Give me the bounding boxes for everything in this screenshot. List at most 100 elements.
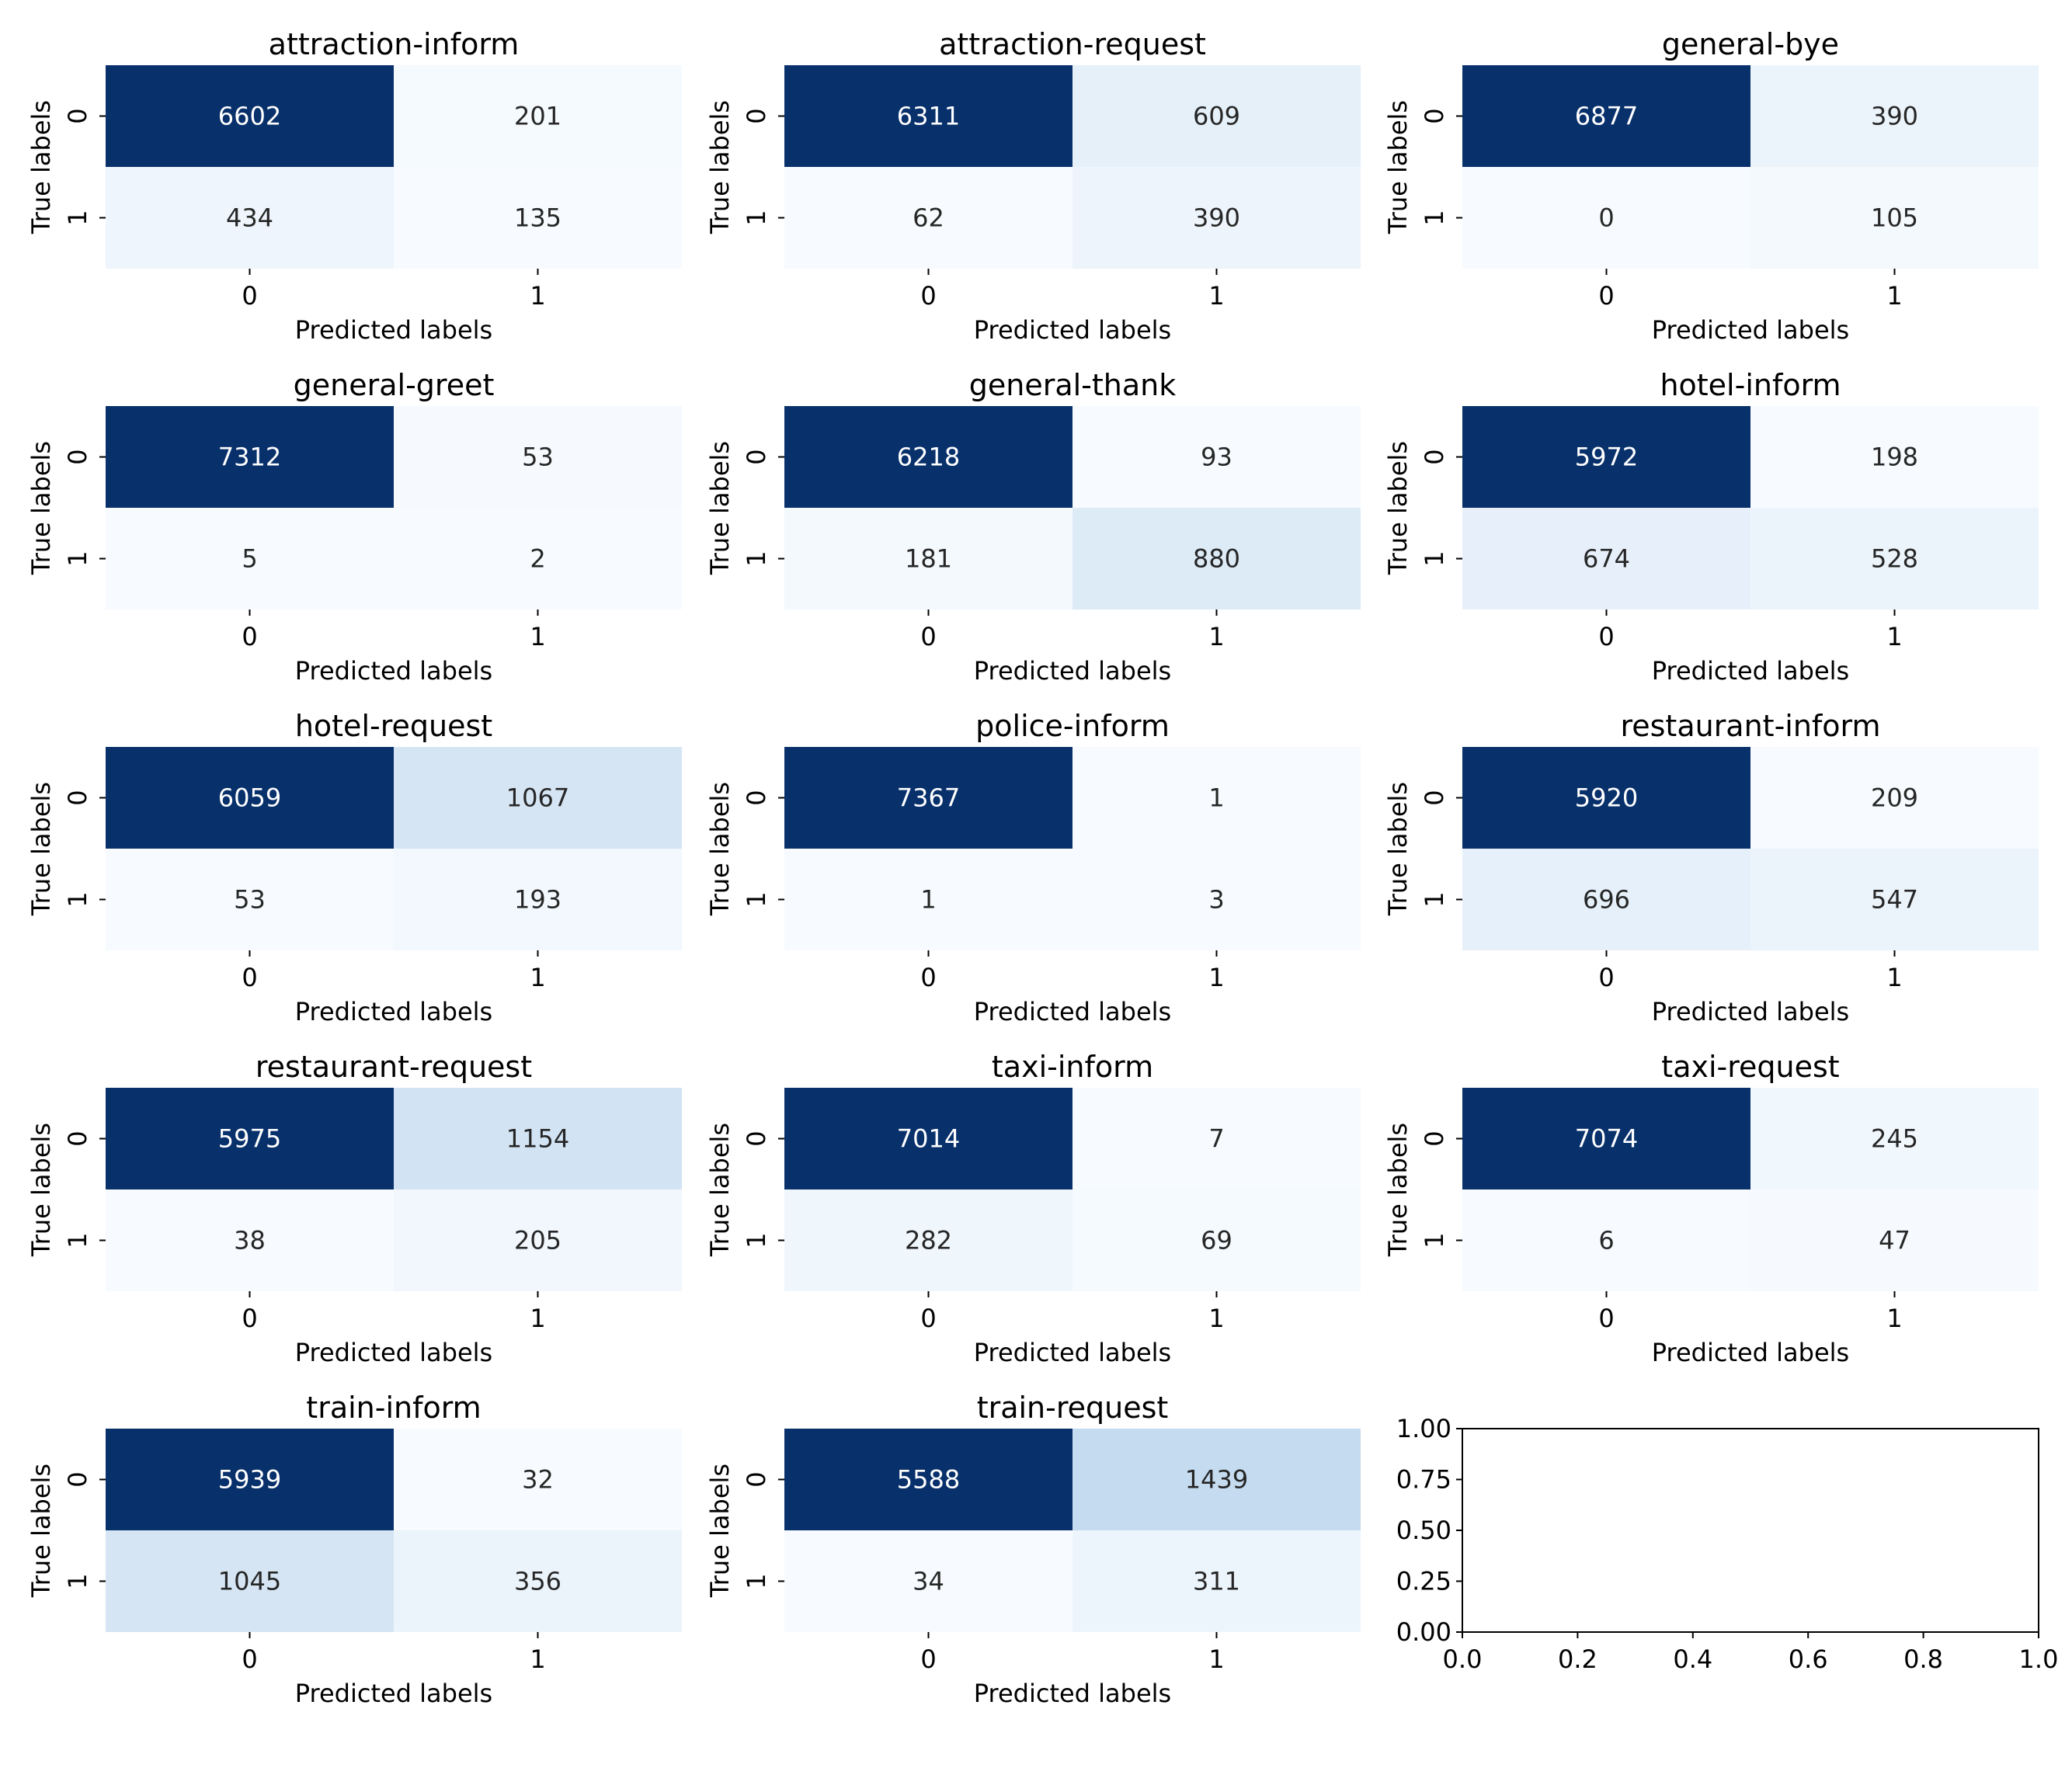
panel-title: train-request bbox=[977, 1391, 1169, 1425]
y-tick-label: 0 bbox=[742, 449, 771, 464]
x-tick-label: 0 bbox=[242, 1644, 257, 1674]
y-tick-label: 0 bbox=[742, 1471, 771, 1487]
heatmap-cell bbox=[106, 65, 394, 167]
heatmap-cell bbox=[394, 406, 682, 508]
heatmap-cell bbox=[784, 849, 1073, 950]
heatmap-cell bbox=[1073, 167, 1361, 269]
confusion-matrix-panel: hotel-inform 5972 198 674 528 0 1 Predicted lab… bbox=[1383, 368, 2039, 686]
x-tick-label: 1 bbox=[1208, 281, 1224, 311]
y-axis-label: True labels bbox=[705, 100, 735, 234]
cell-value-label: 0 bbox=[1598, 203, 1614, 233]
heatmap-cell bbox=[784, 1088, 1073, 1189]
heatmap-cell bbox=[1750, 406, 2039, 508]
y-tick-label: 1 bbox=[742, 210, 771, 225]
x-axis-label: Predicted labels bbox=[1652, 997, 1849, 1026]
cell-value-label: 181 bbox=[905, 544, 952, 574]
cell-value-label: 135 bbox=[514, 203, 561, 233]
x-tick-label: 0.0 bbox=[1443, 1644, 1483, 1674]
cell-value-label: 1439 bbox=[1185, 1465, 1248, 1495]
confusion-matrix-panel: general-thank 6218 93 181 880 0 1 Predicted lab… bbox=[705, 368, 1361, 686]
y-axis-label: True labels bbox=[705, 1123, 735, 1257]
y-tick-label: 1 bbox=[1420, 550, 1449, 566]
cell-value-label: 93 bbox=[1201, 443, 1232, 472]
cell-value-label: 7367 bbox=[897, 783, 960, 813]
y-tick-label: 1 bbox=[742, 550, 771, 566]
heatmap-cell bbox=[394, 1088, 682, 1189]
cell-value-label: 198 bbox=[1871, 443, 1918, 472]
x-tick-label: 0 bbox=[920, 1644, 936, 1674]
heatmap-cell bbox=[106, 508, 394, 609]
y-axis-label: True labels bbox=[26, 1464, 56, 1598]
y-tick-label: 1 bbox=[63, 550, 92, 566]
x-axis-label: Predicted labels bbox=[295, 997, 492, 1026]
heatmap-cell bbox=[1750, 65, 2039, 167]
heatmap-cell bbox=[394, 167, 682, 269]
cell-value-label: 32 bbox=[522, 1465, 554, 1495]
panel-title: police-inform bbox=[975, 709, 1170, 743]
x-axis-label: Predicted labels bbox=[295, 1679, 492, 1708]
x-axis-label: Predicted labels bbox=[295, 315, 492, 345]
cell-value-label: 609 bbox=[1193, 102, 1240, 131]
y-tick-label: 0 bbox=[1420, 108, 1449, 123]
cell-value-label: 53 bbox=[234, 885, 266, 915]
confusion-matrix-panel: restaurant-request 5975 1154 38 205 0 1 Predict… bbox=[26, 1050, 682, 1367]
y-axis-label: True labels bbox=[26, 1123, 56, 1257]
cell-value-label: 434 bbox=[226, 203, 273, 233]
y-axis-label: True labels bbox=[1383, 100, 1413, 234]
x-tick-label: 1 bbox=[1208, 963, 1224, 992]
x-tick-label: 0 bbox=[242, 963, 257, 992]
empty-axes-panel: 0.0 0.2 0.4 0.6 0.8 1.0 0.00 0.25 0.50 0.75 1.00 bbox=[1396, 1414, 2059, 1674]
x-tick-label: 1 bbox=[1208, 1644, 1224, 1674]
x-tick-label: 1 bbox=[1886, 281, 1902, 311]
heatmap-cell bbox=[1462, 65, 1750, 167]
y-tick-label: 1 bbox=[63, 1232, 92, 1248]
y-tick-label: 0 bbox=[63, 108, 92, 123]
heatmap-cell bbox=[1750, 849, 2039, 950]
y-tick-label: 0 bbox=[1420, 790, 1449, 805]
y-tick-label: 1 bbox=[742, 1573, 771, 1589]
cell-value-label: 5972 bbox=[1575, 443, 1638, 472]
y-axis-label: True labels bbox=[705, 441, 735, 575]
cell-value-label: 7074 bbox=[1575, 1124, 1638, 1154]
cell-value-label: 1045 bbox=[218, 1567, 281, 1596]
y-tick-label: 0 bbox=[63, 1471, 92, 1487]
y-tick-label: 1.00 bbox=[1396, 1414, 1451, 1443]
cell-value-label: 5 bbox=[242, 544, 257, 574]
x-tick-label: 1 bbox=[1886, 963, 1902, 992]
heatmap-cell bbox=[1462, 1189, 1750, 1291]
cell-value-label: 528 bbox=[1871, 544, 1918, 574]
y-tick-label: 1 bbox=[63, 1573, 92, 1589]
cell-value-label: 6059 bbox=[218, 783, 281, 813]
confusion-matrix-panel: attraction-request 6311 609 62 390 0 1 Predicte… bbox=[705, 27, 1361, 345]
heatmap-cell bbox=[1750, 1189, 2039, 1291]
heatmap-cell bbox=[106, 849, 394, 950]
cell-value-label: 6602 bbox=[218, 102, 281, 131]
heatmap-cell bbox=[106, 1189, 394, 1291]
panel-title: taxi-inform bbox=[992, 1050, 1153, 1084]
y-tick-label: 0 bbox=[742, 1130, 771, 1146]
cell-value-label: 53 bbox=[522, 443, 554, 472]
panel-title: general-thank bbox=[969, 368, 1177, 402]
cell-value-label: 7312 bbox=[218, 443, 281, 472]
x-axis-label: Predicted labels bbox=[974, 1338, 1171, 1367]
x-axis-label: Predicted labels bbox=[1652, 315, 1849, 345]
y-tick-label: 0 bbox=[63, 1130, 92, 1146]
x-tick-label: 1 bbox=[530, 281, 545, 311]
heatmap-cell bbox=[394, 65, 682, 167]
heatmap-cell bbox=[106, 406, 394, 508]
panel-title: hotel-inform bbox=[1660, 368, 1841, 402]
cell-value-label: 6218 bbox=[897, 443, 960, 472]
cell-value-label: 356 bbox=[514, 1567, 561, 1596]
cell-value-label: 5588 bbox=[897, 1465, 960, 1495]
heatmap-cell bbox=[1073, 747, 1361, 849]
heatmap-cell bbox=[1073, 65, 1361, 167]
y-axis-label: True labels bbox=[26, 441, 56, 575]
cell-value-label: 38 bbox=[234, 1226, 266, 1255]
cell-value-label: 47 bbox=[1879, 1226, 1910, 1255]
y-tick-label: 0 bbox=[63, 449, 92, 464]
cell-value-label: 6311 bbox=[897, 102, 960, 131]
x-tick-label: 0 bbox=[920, 963, 936, 992]
panel-title: restaurant-request bbox=[256, 1050, 532, 1084]
confusion-matrix-panel: train-inform 5939 32 1045 356 0 1 Predicted lab… bbox=[26, 1391, 682, 1708]
heatmap-cell bbox=[1073, 508, 1361, 609]
